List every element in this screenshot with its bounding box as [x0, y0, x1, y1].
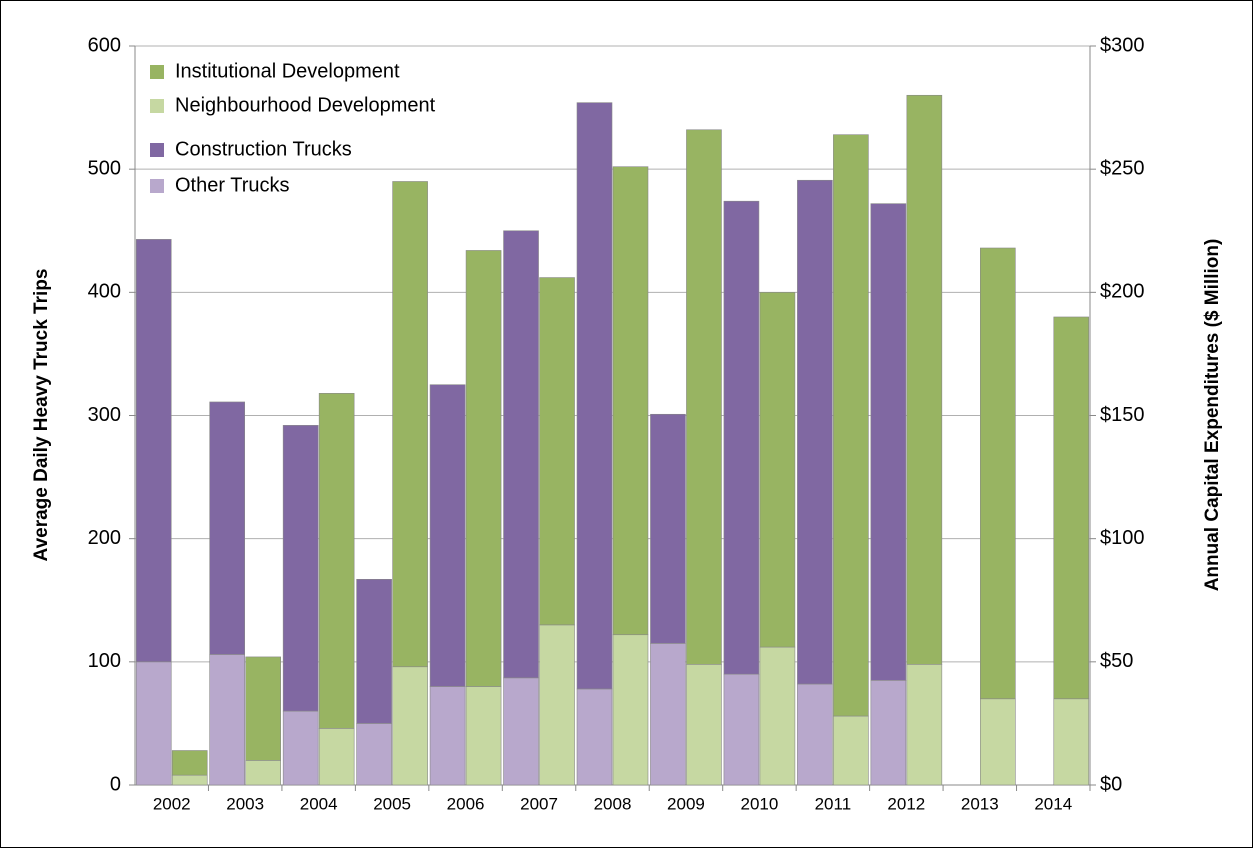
y2-tick-label: $250	[1100, 157, 1145, 179]
x-tick-label: 2012	[887, 794, 925, 813]
bar	[686, 663, 722, 786]
bar	[245, 760, 281, 786]
y-tick-label: 500	[88, 157, 121, 179]
y2-tick-label: $0	[1100, 773, 1122, 795]
bar	[759, 646, 796, 786]
legend-label: Construction Trucks	[175, 138, 352, 160]
x-tick-label: 2009	[667, 794, 705, 813]
legend-label: Other Trucks	[175, 174, 289, 196]
bar	[209, 654, 245, 786]
bar	[723, 200, 760, 675]
bar	[833, 715, 869, 786]
x-tick-label: 2014	[1034, 794, 1072, 813]
bar	[356, 723, 392, 786]
x-tick-label: 2002	[153, 794, 191, 813]
legend-swatch	[150, 143, 164, 157]
bar	[686, 129, 722, 665]
bar	[282, 425, 319, 712]
y-tick-label: 600	[88, 34, 121, 56]
bar	[171, 750, 208, 776]
x-tick-label: 2006	[447, 794, 485, 813]
y-axis-title: Average Daily Heavy Truck Trips	[31, 269, 52, 562]
bar	[503, 230, 539, 679]
bar	[171, 774, 208, 786]
bar	[980, 247, 1016, 700]
legend-label: Neighbourhood Development	[175, 94, 436, 116]
y-tick-label: 400	[88, 281, 121, 303]
legend-swatch	[150, 99, 164, 113]
bar	[465, 686, 502, 786]
y2-tick-label: $300	[1100, 34, 1145, 56]
bar	[503, 677, 539, 786]
x-tick-label: 2007	[520, 794, 558, 813]
legend-label: Institutional Development	[175, 60, 400, 82]
bar	[318, 728, 355, 786]
legend-swatch	[150, 65, 164, 79]
bar	[650, 413, 686, 644]
bar	[1053, 698, 1090, 786]
x-tick-label: 2005	[373, 794, 411, 813]
bar	[282, 710, 319, 786]
bar	[392, 666, 428, 786]
legend-swatch	[150, 179, 164, 193]
bar	[797, 179, 833, 685]
bar	[576, 102, 613, 690]
bar	[906, 94, 943, 665]
bar	[906, 663, 943, 786]
bar	[650, 643, 686, 786]
bar	[245, 656, 281, 761]
bar	[392, 181, 428, 668]
x-tick-label: 2011	[815, 794, 852, 813]
bar	[1053, 316, 1090, 700]
bar	[135, 661, 172, 786]
x-tick-label: 2010	[741, 794, 779, 813]
bar	[870, 203, 907, 681]
bar	[576, 688, 613, 786]
bar	[539, 624, 575, 786]
y2-tick-label: $50	[1100, 650, 1133, 672]
x-tick-label: 2003	[226, 794, 264, 813]
y2-axis-title: Annual Capital Expenditures ($ Million)	[1202, 239, 1223, 592]
x-tick-label: 2004	[300, 794, 338, 813]
bar	[209, 401, 245, 655]
bar	[759, 292, 796, 648]
y2-tick-label: $200	[1100, 281, 1145, 303]
bar	[429, 686, 466, 786]
bar	[465, 250, 502, 687]
bar	[612, 634, 649, 786]
x-tick-label: 2008	[594, 794, 632, 813]
y2-tick-label: $150	[1100, 404, 1145, 426]
bar	[356, 579, 392, 724]
y-tick-label: 0	[110, 773, 121, 795]
bar	[318, 393, 355, 729]
x-tick-label: 2013	[961, 794, 999, 813]
bar	[870, 680, 907, 786]
bar	[980, 698, 1016, 786]
y-tick-label: 100	[88, 650, 121, 672]
bar	[612, 166, 649, 636]
bar	[723, 673, 760, 786]
y-tick-label: 200	[88, 527, 121, 549]
bar	[135, 239, 172, 663]
y-tick-label: 300	[88, 404, 121, 426]
y2-tick-label: $100	[1100, 527, 1145, 549]
bar	[429, 384, 466, 687]
bar	[539, 277, 575, 626]
bar	[797, 683, 833, 786]
bar	[833, 134, 869, 717]
